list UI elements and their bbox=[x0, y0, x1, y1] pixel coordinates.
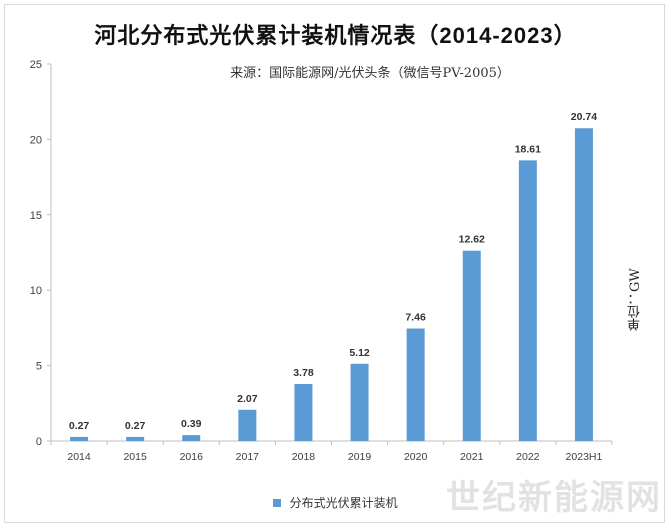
watermark-logo: 世纪新能源网 bbox=[446, 478, 662, 518]
bar-2017 bbox=[238, 409, 257, 441]
y-tick-label: 0 bbox=[36, 436, 42, 448]
y-tick-label: 5 bbox=[36, 361, 42, 373]
bar-2021 bbox=[462, 250, 481, 441]
y-tick-label: 10 bbox=[30, 285, 42, 297]
x-tick-label: 2016 bbox=[180, 451, 204, 463]
x-tick-label: 2023H1 bbox=[566, 451, 603, 463]
bar-2022 bbox=[518, 160, 537, 441]
data-label: 12.62 bbox=[459, 234, 485, 246]
x-tick-label: 2021 bbox=[460, 451, 484, 463]
chart-source: 来源：国际能源网/光伏头条（微信号PV-2005） bbox=[230, 66, 510, 81]
data-label: 20.74 bbox=[571, 111, 597, 123]
chart-title: 河北分布式光伏累计装机情况表（2014-2023） bbox=[94, 23, 577, 48]
data-label: 0.39 bbox=[181, 418, 202, 430]
chart-legend: 分布式光伏累计装机 bbox=[0, 494, 671, 511]
legend-swatch bbox=[273, 498, 282, 507]
x-tick-label: 2014 bbox=[67, 451, 91, 463]
data-label: 7.46 bbox=[405, 312, 426, 324]
data-label: 0.27 bbox=[69, 420, 90, 432]
y-tick-label: 15 bbox=[30, 210, 42, 222]
data-label: 2.07 bbox=[237, 393, 258, 405]
x-tick-label: 2017 bbox=[236, 451, 260, 463]
x-tick-label: 2020 bbox=[404, 451, 428, 463]
bar-2019 bbox=[350, 363, 369, 441]
x-tick-label: 2015 bbox=[123, 451, 147, 463]
data-label: 3.78 bbox=[293, 367, 314, 379]
bar-2015 bbox=[126, 436, 145, 441]
chart-frame bbox=[4, 4, 665, 523]
bar-2014 bbox=[70, 436, 89, 441]
data-label: 5.12 bbox=[349, 347, 370, 359]
data-label: 0.27 bbox=[125, 420, 146, 432]
x-tick-label: 2022 bbox=[516, 451, 540, 463]
data-label: 18.61 bbox=[515, 143, 541, 155]
bar-2023H1 bbox=[574, 128, 593, 442]
y-tick-label: 25 bbox=[30, 59, 42, 71]
bar-2020 bbox=[406, 328, 425, 441]
y-tick-label: 20 bbox=[30, 134, 42, 146]
legend-label: 分布式光伏累计装机 bbox=[289, 496, 398, 510]
x-tick-label: 2019 bbox=[348, 451, 372, 463]
bar-2016 bbox=[182, 435, 201, 441]
bar-2018 bbox=[294, 383, 313, 441]
x-tick-label: 2018 bbox=[292, 451, 316, 463]
